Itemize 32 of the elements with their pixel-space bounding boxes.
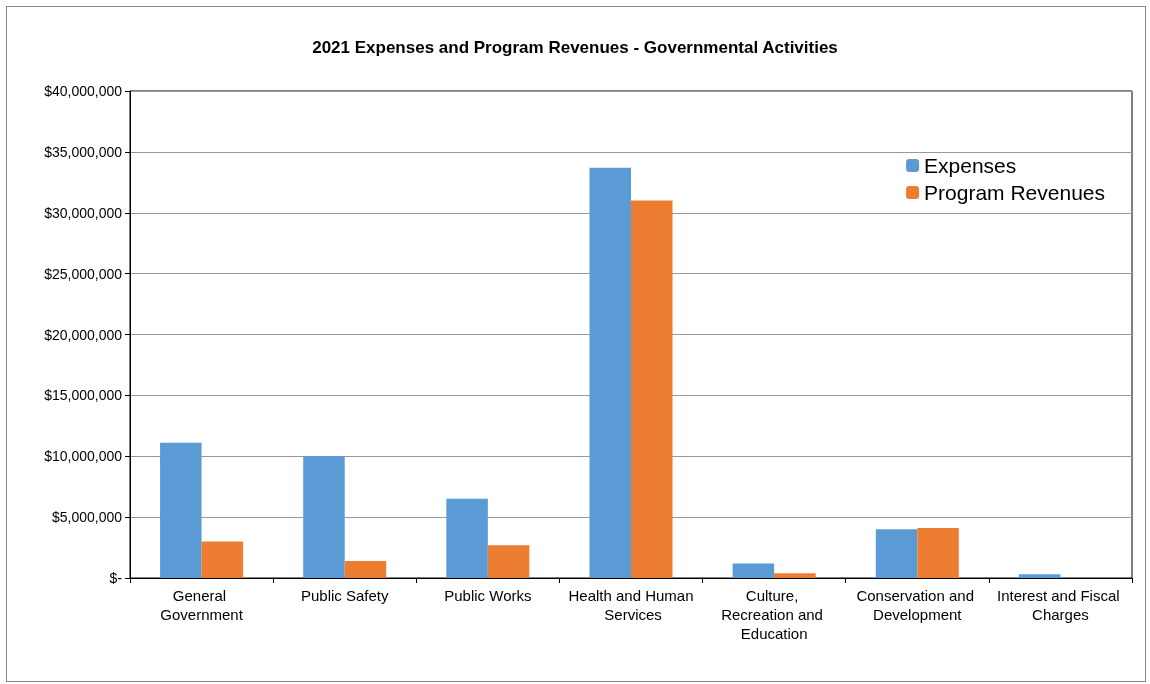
y-tick-label: $25,000,000 <box>44 265 123 282</box>
y-tick-label: $35,000,000 <box>44 143 123 160</box>
bar <box>774 573 816 578</box>
bar <box>160 442 202 578</box>
x-tick-label: General Government <box>160 587 244 623</box>
legend-label: Expenses <box>924 154 1017 177</box>
bar <box>303 456 345 578</box>
bar <box>446 498 488 578</box>
y-tick-label: $30,000,000 <box>44 204 123 221</box>
bar <box>1018 574 1061 578</box>
bar <box>487 545 530 578</box>
y-tick-label: $20,000,000 <box>44 326 123 343</box>
bar <box>344 560 387 578</box>
x-tick-label: Culture, Recreation and Education <box>721 587 828 642</box>
bar <box>917 528 959 578</box>
bar <box>732 563 775 578</box>
bar <box>631 200 673 578</box>
x-tick-label: Health and Human Services <box>568 587 694 623</box>
x-tick-label: Public Works <box>444 587 532 604</box>
y-tick-label: $- <box>109 570 123 586</box>
y-tick-label: $10,000,000 <box>44 448 123 465</box>
bar <box>875 529 918 578</box>
chart-title: 2021 Expenses and Program Revenues - Governmental Activities <box>312 38 838 57</box>
y-tick-label: $40,000,000 <box>44 83 123 99</box>
x-tick-label: Interest and Fiscal Charges <box>997 587 1124 623</box>
bar <box>201 541 244 578</box>
x-tick-label: Public Safety <box>300 587 389 604</box>
legend-label: Program Revenues <box>924 181 1105 204</box>
x-tick-label: Conservation and Development <box>856 587 979 623</box>
bar <box>589 167 631 578</box>
y-tick-label: $5,000,000 <box>51 509 123 526</box>
y-tick-label: $15,000,000 <box>44 387 123 404</box>
